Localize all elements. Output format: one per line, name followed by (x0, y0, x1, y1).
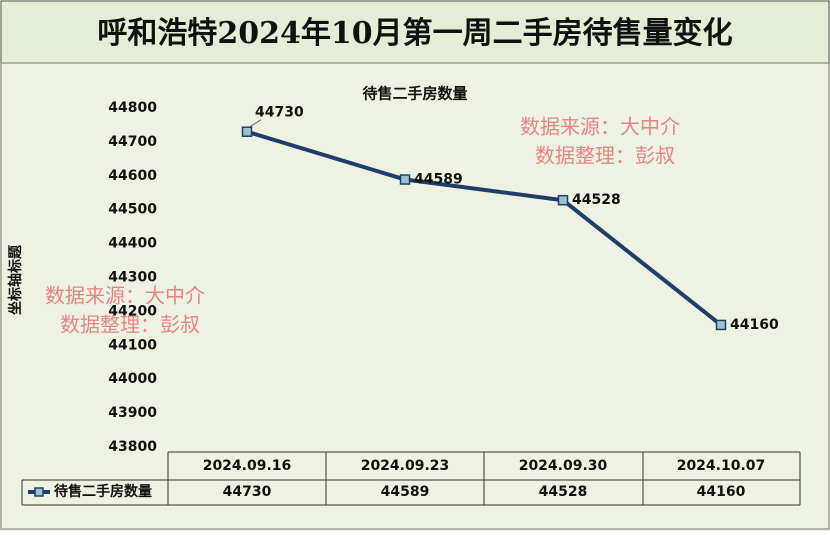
data-label: 44730 (255, 105, 304, 121)
data-label: 44528 (572, 192, 621, 208)
line (246, 129, 723, 327)
y-tick-label: 44400 (108, 236, 157, 252)
data-label: 44589 (414, 172, 463, 188)
annotation: 数据整理：彭叔 (60, 313, 200, 337)
table-value: 44589 (381, 484, 430, 500)
table-value: 44730 (223, 484, 272, 500)
plot-title: 待售二手房数量 (362, 85, 467, 103)
data-label: 44160 (730, 317, 779, 333)
annotation: 数据整理：彭叔 (535, 144, 675, 168)
y-tick-label: 44200 (108, 303, 157, 319)
legend-label: 待售二手房数量 (54, 483, 152, 500)
y-tick-label: 44800 (108, 100, 157, 116)
leader-line (249, 119, 262, 128)
frame (0, 62, 830, 530)
table-header: 2024.10.07 (677, 458, 766, 474)
data-table (21, 451, 801, 506)
table-value: 44528 (539, 484, 588, 500)
table-value: 44160 (697, 484, 746, 500)
annotation: 数据来源：大中介 (45, 284, 205, 308)
y-tick-label: 44100 (108, 337, 157, 353)
title-banner (0, 0, 830, 64)
table-header: 2024.09.30 (519, 458, 608, 474)
y-tick-label: 44500 (108, 202, 157, 218)
chart-title: 呼和浩特2024年10月第一周二手房待售量变化 (97, 16, 732, 51)
table-header: 2024.09.23 (361, 458, 450, 474)
annotation: 数据来源：大中介 (520, 115, 680, 139)
marker (557, 194, 569, 206)
table-header: 2024.09.16 (203, 458, 292, 474)
y-tick-label: 44600 (108, 168, 157, 184)
y-tick-label: 44300 (108, 270, 157, 286)
y-tick-label: 44700 (108, 134, 157, 150)
y-tick-label: 44000 (108, 371, 157, 387)
marker (715, 319, 727, 331)
legend-marker (34, 487, 44, 497)
y-tick-label: 43900 (108, 405, 157, 421)
marker (399, 174, 411, 185)
y-axis-title: 坐标轴标题 (7, 244, 24, 315)
y-tick-label: 43800 (108, 439, 157, 455)
marker (241, 126, 253, 137)
